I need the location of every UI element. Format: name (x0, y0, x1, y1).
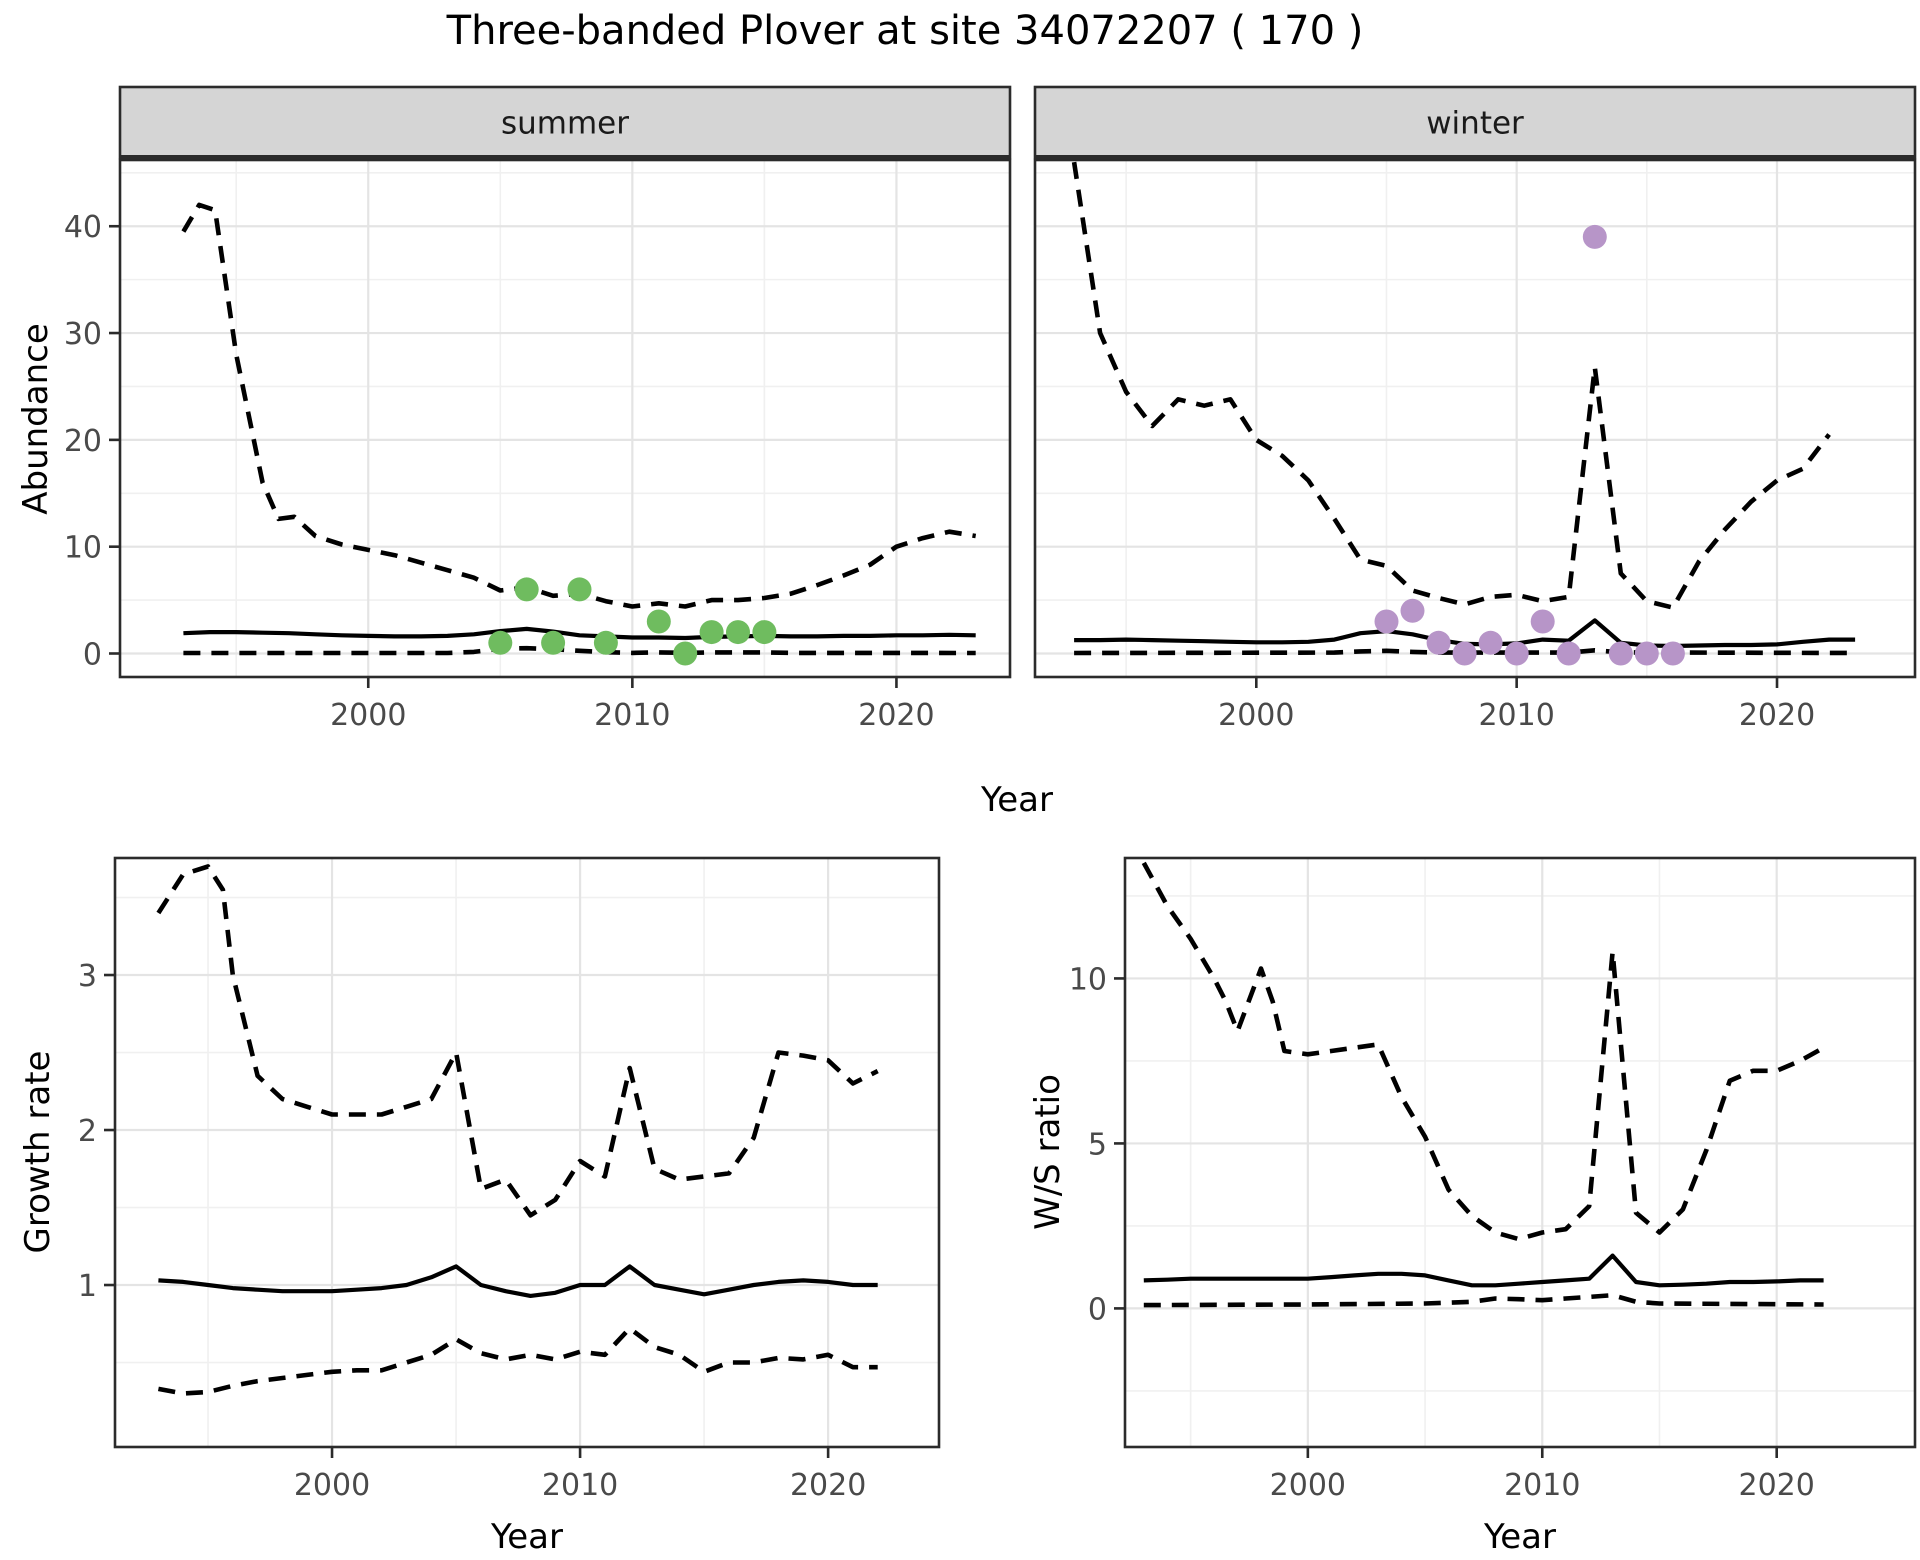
abundance-summer-facet-strip (118, 85, 1012, 160)
summer-observed-point (673, 641, 698, 666)
abundance-winter-x-tick-label: 2020 (1739, 698, 1815, 733)
winter-observed-point (1660, 641, 1685, 666)
abundance-winter-panel-bg (1035, 160, 1915, 677)
winter-lower-ci-line (1074, 647, 1856, 656)
ws-median-line (1143, 1253, 1824, 1288)
ws-lower-ci-line (1143, 1292, 1824, 1308)
abundance-winter-facet-strip (1033, 85, 1917, 160)
abundance-summer-facet-label: summer (501, 106, 629, 142)
winter-observed-point (1504, 641, 1529, 666)
summer-observed-point (726, 620, 750, 645)
y-axis-title-abundance: Abundance (16, 323, 56, 515)
ws-ratio-panel-bg (1125, 858, 1915, 1447)
abundance-summer-y-tick-label: 10 (64, 531, 102, 566)
summer-observed-point (699, 620, 724, 645)
winter-observed-point (1374, 609, 1399, 634)
summer-observed-point (514, 577, 539, 602)
ws-upper-ci-line (1141, 861, 1825, 1242)
growth-rate-series-group (156, 864, 879, 1396)
abundance-summer-y-tick-label: 20 (64, 424, 102, 459)
ws-ratio-panel-border (1123, 856, 1917, 1449)
ws-ratio-x-tick-label: 2000 (1270, 1468, 1346, 1503)
winter-observed-point (1452, 641, 1477, 666)
growth-rate-panel-border (113, 856, 941, 1449)
x-axis-title-year-growth: Year (491, 1517, 563, 1557)
summer-observed-point (541, 630, 566, 655)
abundance-summer-y-tick-label: 40 (64, 210, 102, 245)
growth-rate-x-tick-label: 2020 (790, 1468, 866, 1503)
ws-ratio-series-group (1141, 861, 1825, 1308)
summer-observed-point (593, 630, 618, 655)
ws-ratio-y-tick-label: 0 (1088, 1292, 1107, 1327)
growth-lower-ci-line (157, 1326, 878, 1396)
abundance-winter-panel-border (1033, 158, 1917, 679)
winter-observed-point (1426, 630, 1451, 655)
growth-rate-y-tick-label: 3 (78, 959, 97, 994)
winter-observed-point (1478, 630, 1503, 655)
winter-observed-point (1400, 598, 1425, 623)
abundance-summer-panel-border (118, 158, 1012, 679)
summer-observed-point (488, 630, 513, 655)
summer-observed-point (646, 609, 671, 634)
abundance-winter-x-tick-label: 2000 (1218, 698, 1294, 733)
abundance-summer-y-tick-label: 0 (83, 638, 102, 673)
growth-rate-x-tick-label: 2010 (542, 1468, 618, 1503)
winter-observed-point (1608, 641, 1633, 666)
abundance-summer-x-tick-label: 2010 (594, 698, 670, 733)
x-axis-title-year-ws: Year (1484, 1517, 1556, 1557)
ws-ratio-y-tick-label: 5 (1088, 1127, 1107, 1162)
abundance-summer-x-tick-label: 2020 (858, 698, 934, 733)
summer-lower-ci-line (183, 645, 976, 656)
abundance-winter-series-group (1071, 161, 1856, 666)
summer-upper-ci-line (181, 202, 977, 609)
abundance-summer-x-tick-label: 2000 (330, 698, 406, 733)
ws-ratio-x-tick-label: 2020 (1739, 1468, 1815, 1503)
winter-observed-point (1530, 609, 1555, 634)
y-axis-title-growth-rate: Growth rate (18, 1050, 58, 1254)
abundance-summer-series-group (181, 202, 977, 666)
winter-observed-point (1634, 641, 1659, 666)
abundance-winter-facet-label: winter (1426, 106, 1524, 142)
winter-observed-point (1556, 641, 1581, 666)
ws-ratio-x-tick-label: 2010 (1504, 1468, 1580, 1503)
growth-median-line (158, 1264, 878, 1299)
growth-rate-panel-bg (115, 858, 939, 1447)
growth-rate-y-tick-label: 1 (78, 1269, 97, 1304)
summer-observed-point (752, 620, 777, 645)
winter-upper-ci-line (1071, 161, 1831, 610)
growth-rate-x-tick-label: 2000 (294, 1468, 370, 1503)
abundance-winter-x-tick-label: 2010 (1478, 698, 1554, 733)
abundance-summer-y-tick-label: 30 (64, 317, 102, 352)
x-axis-title-year-top: Year (981, 780, 1053, 820)
abundance-summer-panel-bg (120, 160, 1010, 677)
y-axis-title-ws-ratio: W/S ratio (1028, 1074, 1068, 1230)
figure-title: Three-banded Plover at site 34072207 ( 1… (446, 8, 1364, 54)
growth-rate-y-tick-label: 2 (78, 1114, 97, 1149)
ws-ratio-y-tick-label: 10 (1069, 962, 1107, 997)
summer-median-line (183, 626, 976, 641)
winter-observed-point (1582, 224, 1607, 249)
growth-upper-ci-line (156, 864, 879, 1218)
summer-observed-point (567, 577, 592, 602)
